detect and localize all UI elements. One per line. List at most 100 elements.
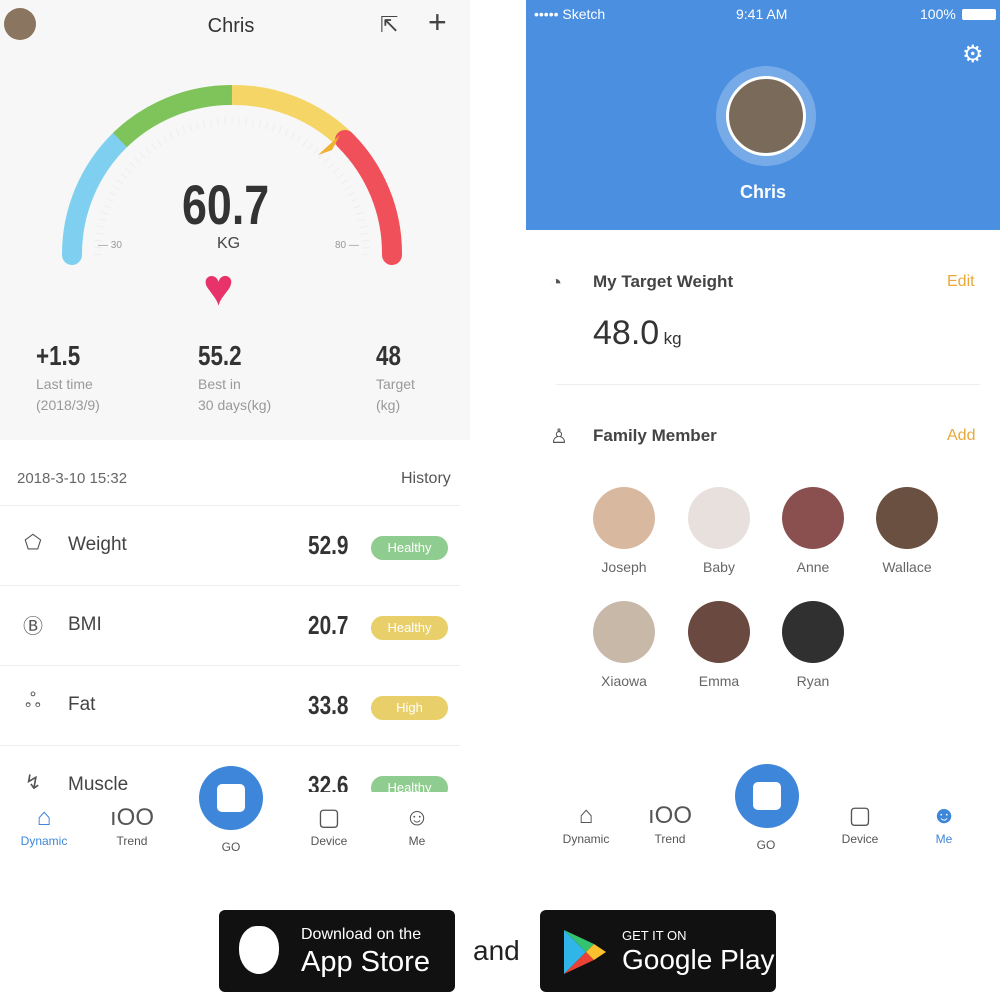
- metric-name: BMI: [68, 614, 102, 635]
- member-name: Emma: [698, 673, 740, 689]
- gauge-ticks: [94, 117, 370, 256]
- heart-icon: ♥: [203, 259, 234, 317]
- family-member-anne[interactable]: Anne: [763, 487, 863, 575]
- tab-dynamic[interactable]: ⌂ Dynamic: [9, 802, 79, 848]
- metric-row-fat[interactable]: ஃ Fat 33.8 High: [0, 666, 470, 746]
- target-title: My Target Weight: [593, 272, 734, 291]
- target-weight: 48.0 kg: [593, 314, 682, 352]
- family-member-wallace[interactable]: Wallace: [857, 487, 957, 575]
- battery-icon: [962, 9, 996, 20]
- metric-row-bmi[interactable]: Ⓑ BMI 20.7 Healthy: [0, 586, 470, 666]
- share-icon[interactable]: ⇱: [380, 12, 399, 37]
- measure-timestamp: 2018-3-10 15:32: [17, 470, 128, 487]
- member-avatar: [782, 487, 844, 549]
- tab-me[interactable]: ☻ Me: [909, 800, 979, 846]
- family-member-emma[interactable]: Emma: [669, 601, 769, 689]
- tab-device[interactable]: ▢ Device: [825, 800, 895, 846]
- member-name: Wallace: [882, 559, 932, 575]
- metric-value: 20.7: [308, 610, 349, 640]
- family-member-ryan[interactable]: Ryan: [763, 601, 863, 689]
- muscle-icon: ↯: [24, 772, 42, 794]
- tab-label: Dynamic: [20, 834, 68, 848]
- family-member-joseph[interactable]: Joseph: [574, 487, 674, 575]
- person-icon: ♙: [550, 426, 568, 448]
- target-icon: ◔: [550, 272, 563, 294]
- app-store-badge[interactable]: Download on the App Store: [219, 910, 455, 992]
- history-link[interactable]: History: [401, 470, 451, 487]
- member-avatar: [876, 487, 938, 549]
- divider: [0, 585, 460, 586]
- status-badge: Healthy: [371, 616, 448, 640]
- metric-name: Muscle: [68, 774, 129, 795]
- member-avatar: [782, 601, 844, 663]
- member-name: Ryan: [796, 673, 830, 689]
- status-battery: 100%: [920, 6, 956, 22]
- google-badge-line1: GET IT ON: [622, 928, 687, 943]
- profile-avatar[interactable]: [726, 76, 806, 156]
- member-name: Joseph: [601, 559, 647, 575]
- metric-row-weight[interactable]: ⬠ Weight 52.9 Healthy: [0, 506, 470, 586]
- profile-name: Chris: [739, 182, 786, 202]
- me-icon: ☻: [931, 802, 957, 829]
- member-avatar: [688, 487, 750, 549]
- weight-gauge: [61, 84, 403, 265]
- go-button[interactable]: [735, 764, 799, 828]
- current-weight: 60.7: [182, 173, 270, 236]
- member-avatar: [688, 601, 750, 663]
- tab-me[interactable]: ☺ Me: [382, 802, 452, 848]
- member-avatar: [593, 487, 655, 549]
- gauge-max-label: 80 —: [335, 240, 359, 251]
- member-name: Xiaowa: [601, 673, 647, 689]
- google-play-icon: [564, 930, 606, 974]
- status-time: 9:41 AM: [736, 6, 788, 22]
- gauge-segment-green: [113, 84, 233, 148]
- gauge-segment-red: [335, 130, 403, 265]
- divider: [556, 384, 980, 385]
- weight-icon: ⬠: [24, 532, 42, 554]
- trend-icon: ıOO: [109, 804, 154, 831]
- family-member-baby[interactable]: Baby: [669, 487, 769, 575]
- user-avatar[interactable]: [4, 8, 36, 40]
- metric-value: 33.8: [308, 690, 349, 720]
- device-icon: ▢: [317, 804, 341, 831]
- divider: [0, 745, 460, 746]
- tab-device[interactable]: ▢ Device: [294, 802, 364, 848]
- tab-label: Dynamic: [562, 832, 610, 846]
- status-badge: Healthy: [371, 536, 448, 560]
- user-name: Chris: [207, 15, 255, 37]
- tab-trend[interactable]: ıOO Trend: [97, 802, 167, 848]
- tab-trend[interactable]: ıOO Trend: [635, 800, 705, 846]
- member-name: Anne: [796, 559, 830, 575]
- tab-label: Device: [841, 832, 879, 846]
- stat-best: 55.2 Best in 30 days(kg): [198, 340, 272, 413]
- go-button[interactable]: [199, 766, 263, 830]
- settings-icon[interactable]: ⚙: [962, 41, 984, 68]
- weight-unit: KG: [217, 235, 241, 252]
- tab-label: Trend: [116, 834, 148, 848]
- add-member-button[interactable]: Add: [947, 427, 976, 444]
- family-title: Family Member: [593, 426, 717, 445]
- tab-label: Device: [310, 834, 348, 848]
- status-carrier: ••••• Sketch: [534, 6, 606, 22]
- status-badge: High: [371, 696, 448, 720]
- google-play-badge[interactable]: GET IT ON Google Play: [540, 910, 776, 992]
- add-icon[interactable]: +: [428, 4, 447, 40]
- tab-dynamic[interactable]: ⌂ Dynamic: [551, 800, 621, 846]
- family-member-xiaowa[interactable]: Xiaowa: [574, 601, 674, 689]
- profile-header: ••••• Sketch 9:41 AM 100% ⚙ Chris: [526, 0, 1000, 230]
- tab-label: Trend: [654, 832, 686, 846]
- tab-label: Me: [935, 832, 953, 846]
- gauge-segment-blue: [61, 130, 130, 265]
- metric-value: 52.9: [308, 530, 349, 560]
- bmi-icon: Ⓑ: [23, 616, 43, 638]
- apple-logo: [239, 926, 279, 974]
- divider: [0, 505, 460, 506]
- tab-go-label: GO: [756, 838, 776, 852]
- stat-target: 48 Target (kg): [376, 340, 415, 413]
- edit-target-button[interactable]: Edit: [947, 273, 975, 290]
- gauge-min-label: — 30: [98, 240, 122, 251]
- apple-badge-line2: App Store: [301, 946, 430, 978]
- gauge-segment-yellow: [231, 84, 352, 148]
- tab-label: Me: [408, 834, 426, 848]
- tab-go-label: GO: [221, 840, 241, 854]
